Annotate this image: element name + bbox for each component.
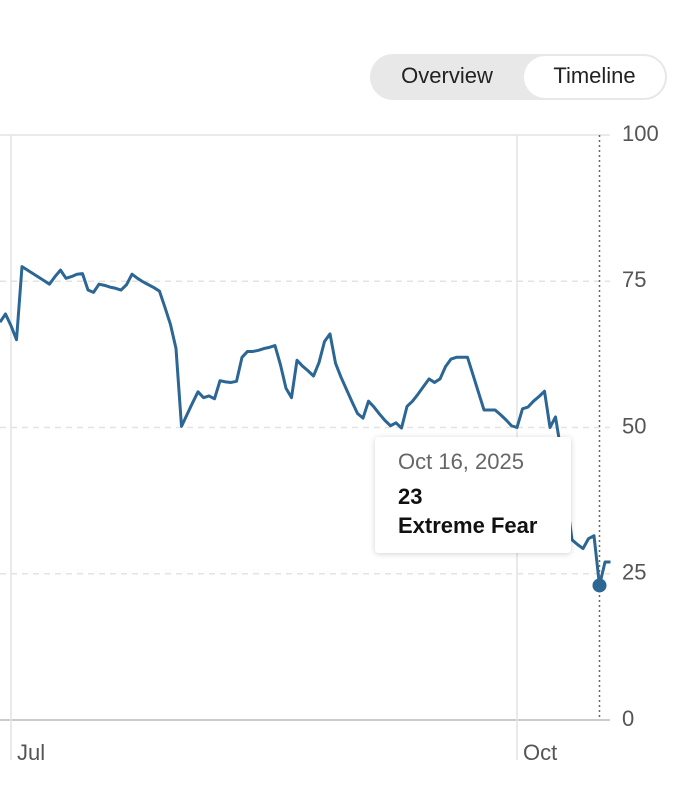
tooltip-rating: Extreme Fear [398,513,538,538]
x-tick-label: Jul [17,740,45,765]
y-tick-label: 75 [622,267,646,292]
y-tick-label: 100 [622,121,659,146]
tab[interactable]: Timeline [553,63,635,88]
x-tick-label: Oct [523,740,557,765]
y-tick-label: 25 [622,560,646,585]
plot: 0 25 50 75 100 Jul Oct Oct 16, 2025 23 Extreme Fe… [0,121,659,765]
hover-point [592,578,607,593]
tab-group: Overview Timeline [370,54,667,100]
tooltip-value: 23 [398,484,422,509]
tooltip: Oct 16, 2025 23 Extreme Fear [375,437,571,553]
line-series [0,265,611,587]
tooltip-date: Oct 16, 2025 [398,449,524,474]
y-tick-label: 50 [622,413,646,438]
y-tick-label: 0 [622,706,634,731]
tooltip-box [375,437,571,553]
tab[interactable]: Overview [401,63,493,88]
tab-active-bg [524,56,665,98]
